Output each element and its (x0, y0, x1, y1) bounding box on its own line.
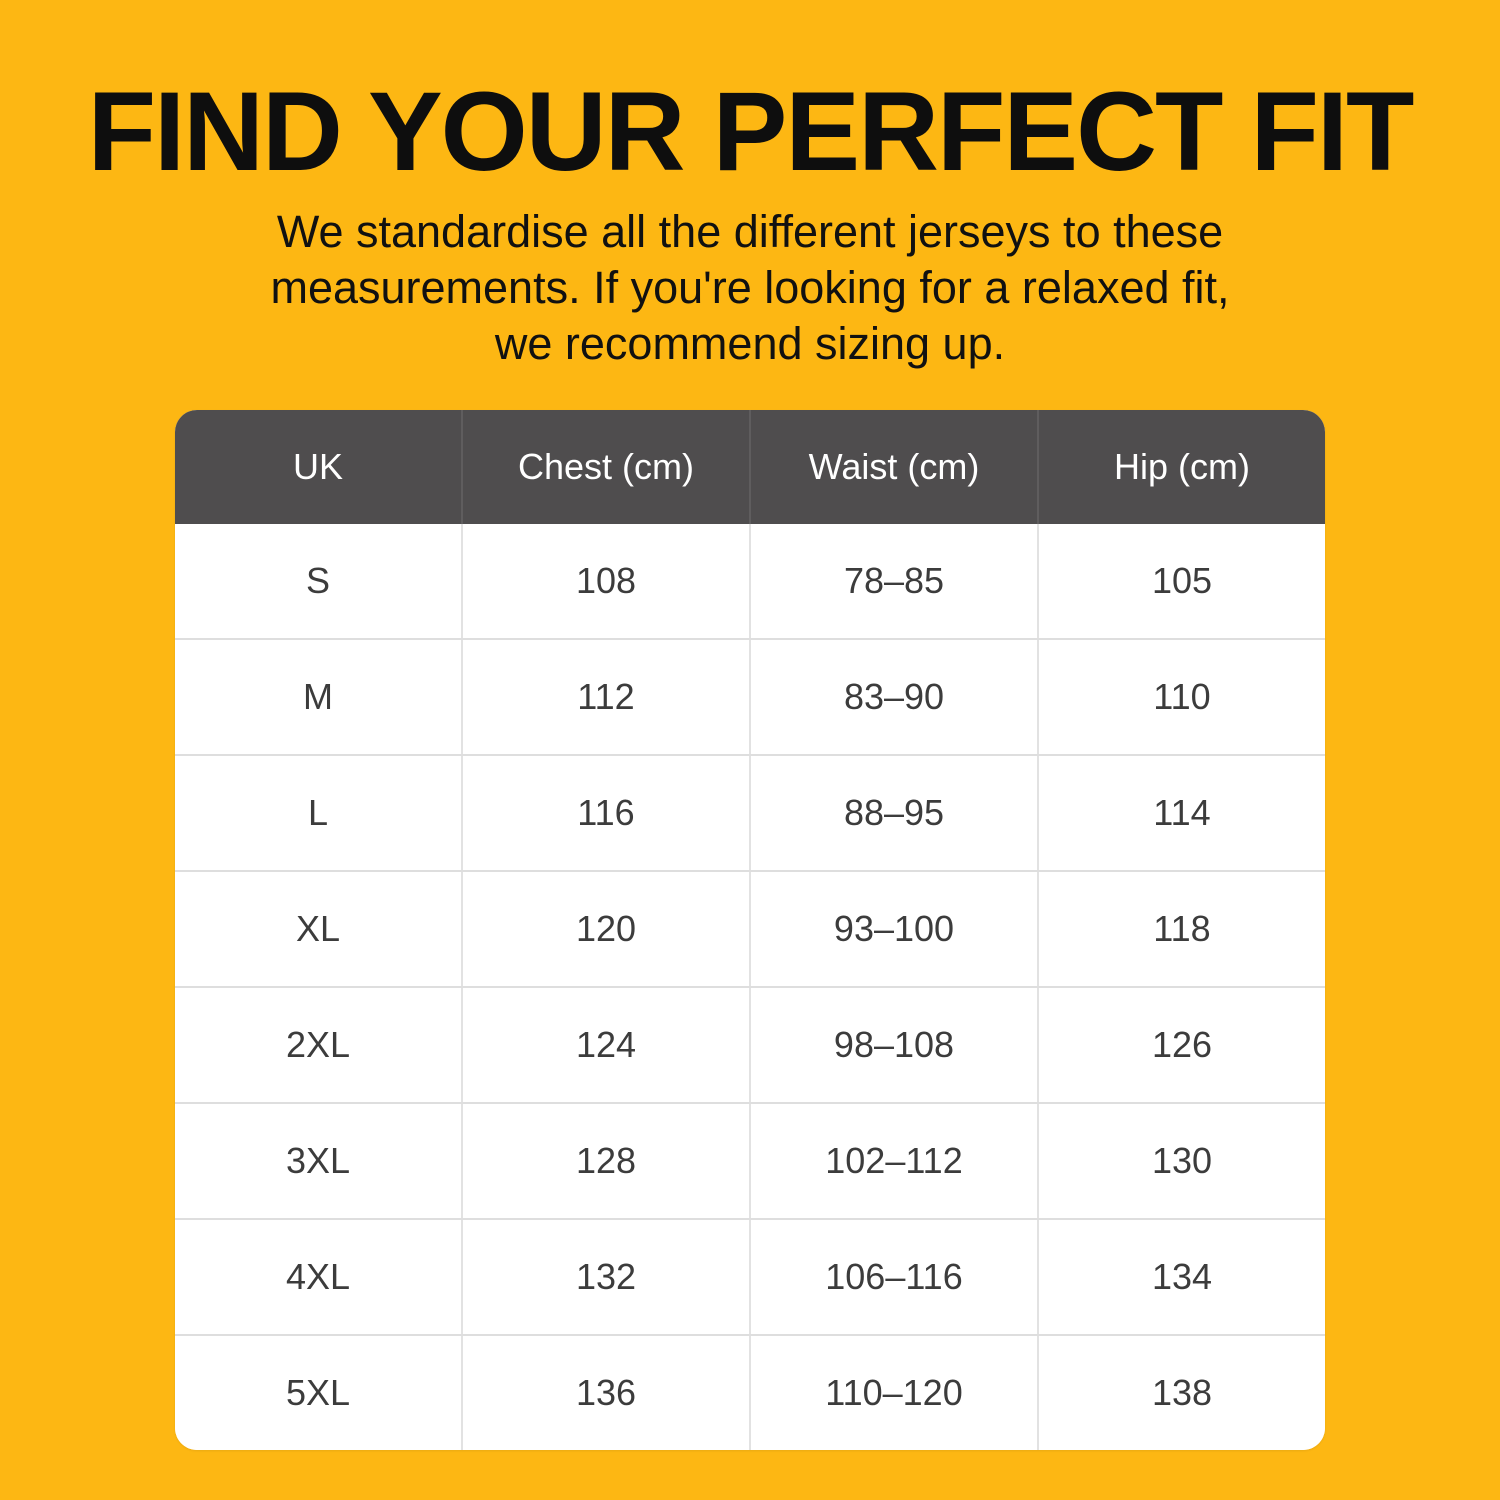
table-cell: 5XL (285, 1372, 351, 1413)
table-cell: 98–108 (749, 988, 1037, 1102)
table-cell: 126 (1037, 988, 1325, 1102)
table-header-row: UK Chest (cm) Waist (cm) Hip (cm) (175, 410, 1325, 524)
table-row: 4XL 132 106–116 134 (175, 1218, 1325, 1334)
table-cell: 118 (1037, 872, 1325, 986)
table-cell: L (307, 792, 329, 833)
table-cell: 136 (461, 1336, 749, 1450)
column-header: Waist (cm) (749, 410, 1037, 524)
table-row: M 112 83–90 110 (175, 638, 1325, 754)
table-cell: 2XL (285, 1024, 351, 1065)
table-cell: 124 (461, 988, 749, 1102)
table-row: S 108 78–85 105 (175, 524, 1325, 638)
table-row: L 116 88–95 114 (175, 754, 1325, 870)
table-cell: 102–112 (749, 1104, 1037, 1218)
table-cell: 106–116 (749, 1220, 1037, 1334)
table-row: 5XL 136 110–120 138 (175, 1334, 1325, 1450)
table-cell: 130 (1037, 1104, 1325, 1218)
table-cell: 83–90 (749, 640, 1037, 754)
table-cell: 132 (461, 1220, 749, 1334)
table-cell: 4XL (285, 1256, 351, 1297)
page-subtitle: We standardise all the different jerseys… (270, 206, 1230, 369)
table-body: S 108 78–85 105 M 112 83–90 110 L 116 88–95 114 XL 12… (175, 524, 1325, 1450)
table-cell: 138 (1037, 1336, 1325, 1450)
table-cell: 88–95 (749, 756, 1037, 870)
table-cell: M (303, 676, 333, 717)
table-cell: 120 (461, 872, 749, 986)
table-cell: 110–120 (749, 1336, 1037, 1450)
page-title: FIND YOUR PERFECT FIT (87, 69, 1415, 194)
table-cell: XL (295, 908, 341, 949)
table-cell: 112 (461, 640, 749, 754)
table-row: 3XL 128 102–112 130 (175, 1102, 1325, 1218)
table-cell: 78–85 (749, 524, 1037, 638)
table-cell: 114 (1037, 756, 1325, 870)
table-cell: 108 (461, 524, 749, 638)
table-cell: S (305, 560, 330, 601)
table-row: 2XL 124 98–108 126 (175, 986, 1325, 1102)
column-header: UK (292, 446, 343, 487)
table-cell: 128 (461, 1104, 749, 1218)
size-table: UK Chest (cm) Waist (cm) Hip (cm) S 108 78–85… (175, 410, 1325, 1450)
table-cell: 110 (1037, 640, 1325, 754)
column-header: Chest (cm) (461, 410, 749, 524)
table-cell: 134 (1037, 1220, 1325, 1334)
table-cell: 93–100 (749, 872, 1037, 986)
table-cell: 116 (461, 756, 749, 870)
table-cell: 105 (1037, 524, 1325, 638)
table-cell: 3XL (285, 1140, 351, 1181)
table-row: XL 120 93–100 118 (175, 870, 1325, 986)
column-header: Hip (cm) (1037, 410, 1325, 524)
